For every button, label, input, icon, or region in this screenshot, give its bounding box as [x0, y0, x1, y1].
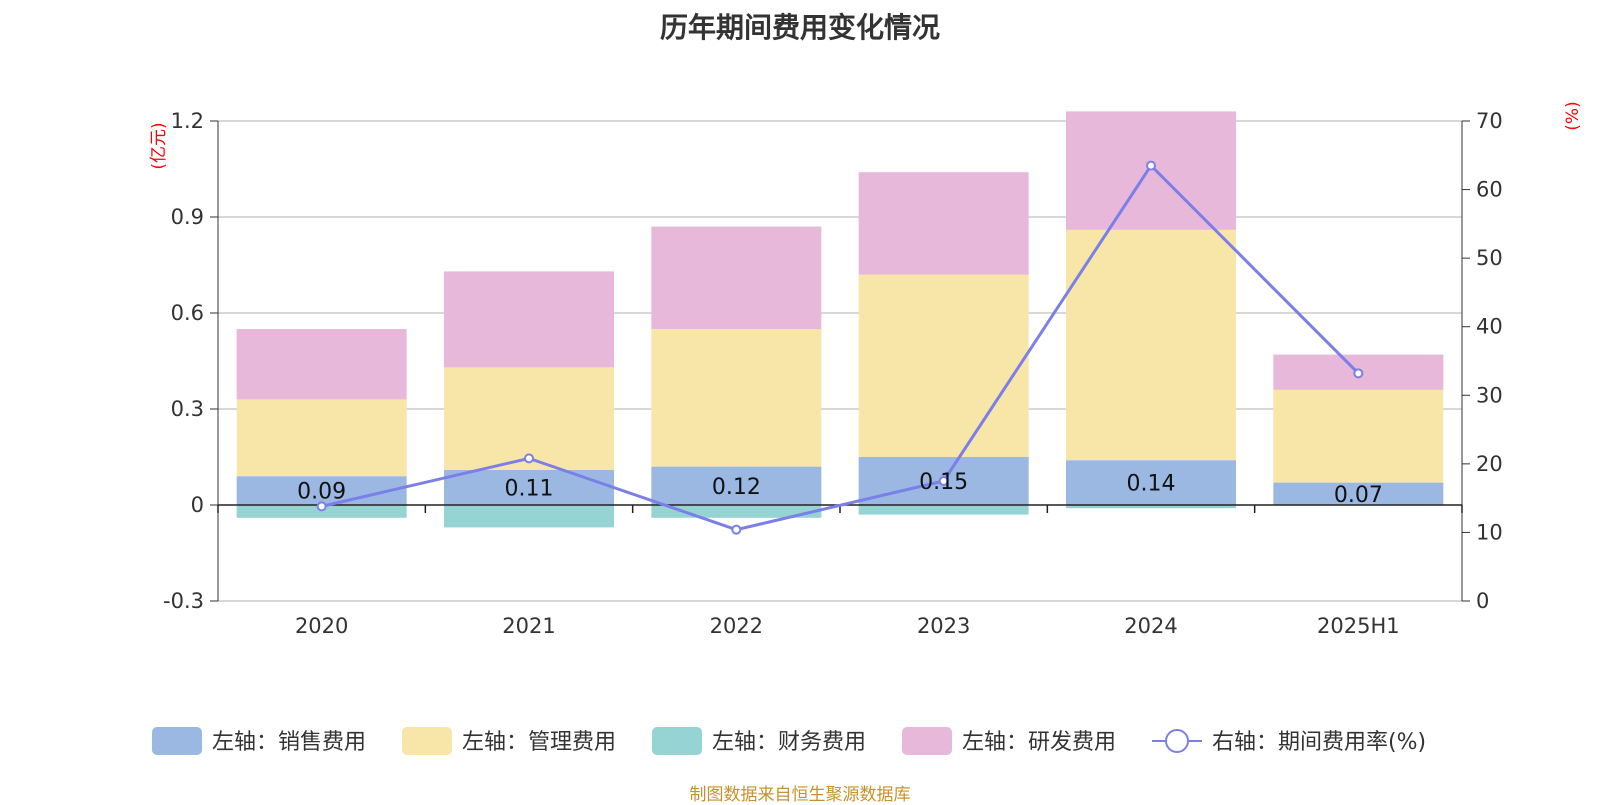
data-label-sales: 0.14: [1127, 472, 1176, 497]
legend-label: 左轴：管理费用: [462, 730, 616, 755]
rate-point: [316, 501, 327, 512]
legend: 左轴：销售费用 左轴：管理费用 左轴：财务费用 左轴：研发费用 右轴：期间费用率(%): [152, 727, 1426, 755]
left-axis-unit: (亿元): [149, 122, 169, 169]
rate-point: [1146, 160, 1156, 171]
chart-title: 历年期间费用变化情况: [659, 11, 940, 44]
bar-series3-2024: [1066, 111, 1236, 230]
x-axis-tick-label: 2022: [710, 614, 763, 638]
grid-lines: [218, 120, 1462, 602]
bar-series3-2020: [236, 329, 407, 400]
bar-series0-2022: [651, 466, 822, 505]
left-axis-tick-label: 0.9: [171, 205, 204, 229]
left-axis-tick-label: 1.2: [171, 109, 204, 133]
left-axis-tick-label: 0.3: [171, 397, 204, 421]
bar-series1-2025H1: [1273, 389, 1444, 483]
rate-line-layer: [316, 160, 1364, 535]
legend-swatch-series1: [402, 727, 452, 755]
right-axis-tick-label: 70: [1476, 109, 1503, 133]
legend-label: 右轴：期间费用率(%): [1212, 730, 1426, 755]
data-labels: 0.09 0.11 0.12 0.15 0.14 0.07: [297, 470, 1383, 508]
x-axis-tick-label: 2024: [1124, 614, 1177, 638]
data-label-sales: 0.09: [297, 480, 346, 505]
data-label-sales: 0.12: [712, 475, 761, 500]
rate-point: [731, 524, 742, 535]
right-axis-unit: (%): [1563, 101, 1583, 130]
rate-point: [938, 476, 949, 486]
x-axis-tick-label: 2021: [502, 614, 555, 638]
data-source-note: 制图数据来自恒生聚源数据库: [689, 785, 911, 805]
data-label-sales: 0.15: [919, 470, 968, 495]
bar-layer: [236, 111, 1444, 528]
bar-series3-2022: [651, 226, 822, 329]
legend-swatch-series3: [902, 727, 952, 755]
x-axis-tick-label: 2025H1: [1317, 614, 1400, 638]
rate-point: [1353, 368, 1364, 379]
right-axis-tick-label: 60: [1476, 178, 1503, 202]
bar-series0-2025H1: [1273, 482, 1444, 505]
bar-series1-2020: [236, 399, 407, 477]
left-axis-tick-label: -0.3: [163, 589, 204, 613]
right-axis-tick-label: 20: [1476, 452, 1503, 476]
bar-series1-2024: [1066, 229, 1236, 461]
bar-series2-2023: [858, 505, 1029, 515]
bar-series1-2023: [858, 274, 1029, 457]
bar-series1-2021: [444, 367, 614, 470]
right-axis-tick-label: 40: [1476, 315, 1503, 339]
bar-series0-2021: [444, 469, 614, 505]
bar-series0-2024: [1066, 460, 1236, 505]
right-axis-tick-label: 50: [1476, 246, 1503, 270]
right-axis-tick-label: 0: [1476, 589, 1489, 613]
legend-swatch-rate-marker: [1165, 729, 1189, 753]
left-axis-tick-label: 0.6: [171, 301, 204, 325]
bar-series3-2023: [858, 172, 1029, 275]
data-label-sales: 0.11: [505, 476, 554, 501]
legend-swatch-series0: [152, 727, 202, 755]
bar-series3-2021: [444, 271, 614, 368]
legend-label: 左轴：财务费用: [712, 730, 866, 755]
bar-series2-2020: [236, 505, 407, 518]
x-axis-tick-label: 2020: [295, 614, 348, 638]
axes: -0.3 0 0.3 0.6 0.9 1.2 0 10 20 30 40 50 60 70 (亿元) (%) 2…: [149, 101, 1583, 638]
x-axis-tick-label: 2023: [917, 614, 970, 638]
bar-series2-2021: [444, 505, 614, 528]
bar-series0-2020: [236, 476, 407, 505]
right-axis-tick-label: 30: [1476, 383, 1503, 407]
legend-label: 左轴：研发费用: [962, 730, 1116, 755]
rate-point: [524, 453, 534, 464]
right-axis-tick-label: 10: [1476, 520, 1503, 544]
legend-swatch-series2: [652, 727, 702, 755]
bar-series1-2022: [651, 329, 822, 467]
bar-series2-2024: [1066, 505, 1236, 509]
legend-label: 左轴：销售费用: [212, 730, 366, 755]
rate-line: [321, 163, 1360, 532]
data-label-sales: 0.07: [1334, 483, 1383, 508]
left-axis-tick-label: 0: [191, 493, 204, 517]
